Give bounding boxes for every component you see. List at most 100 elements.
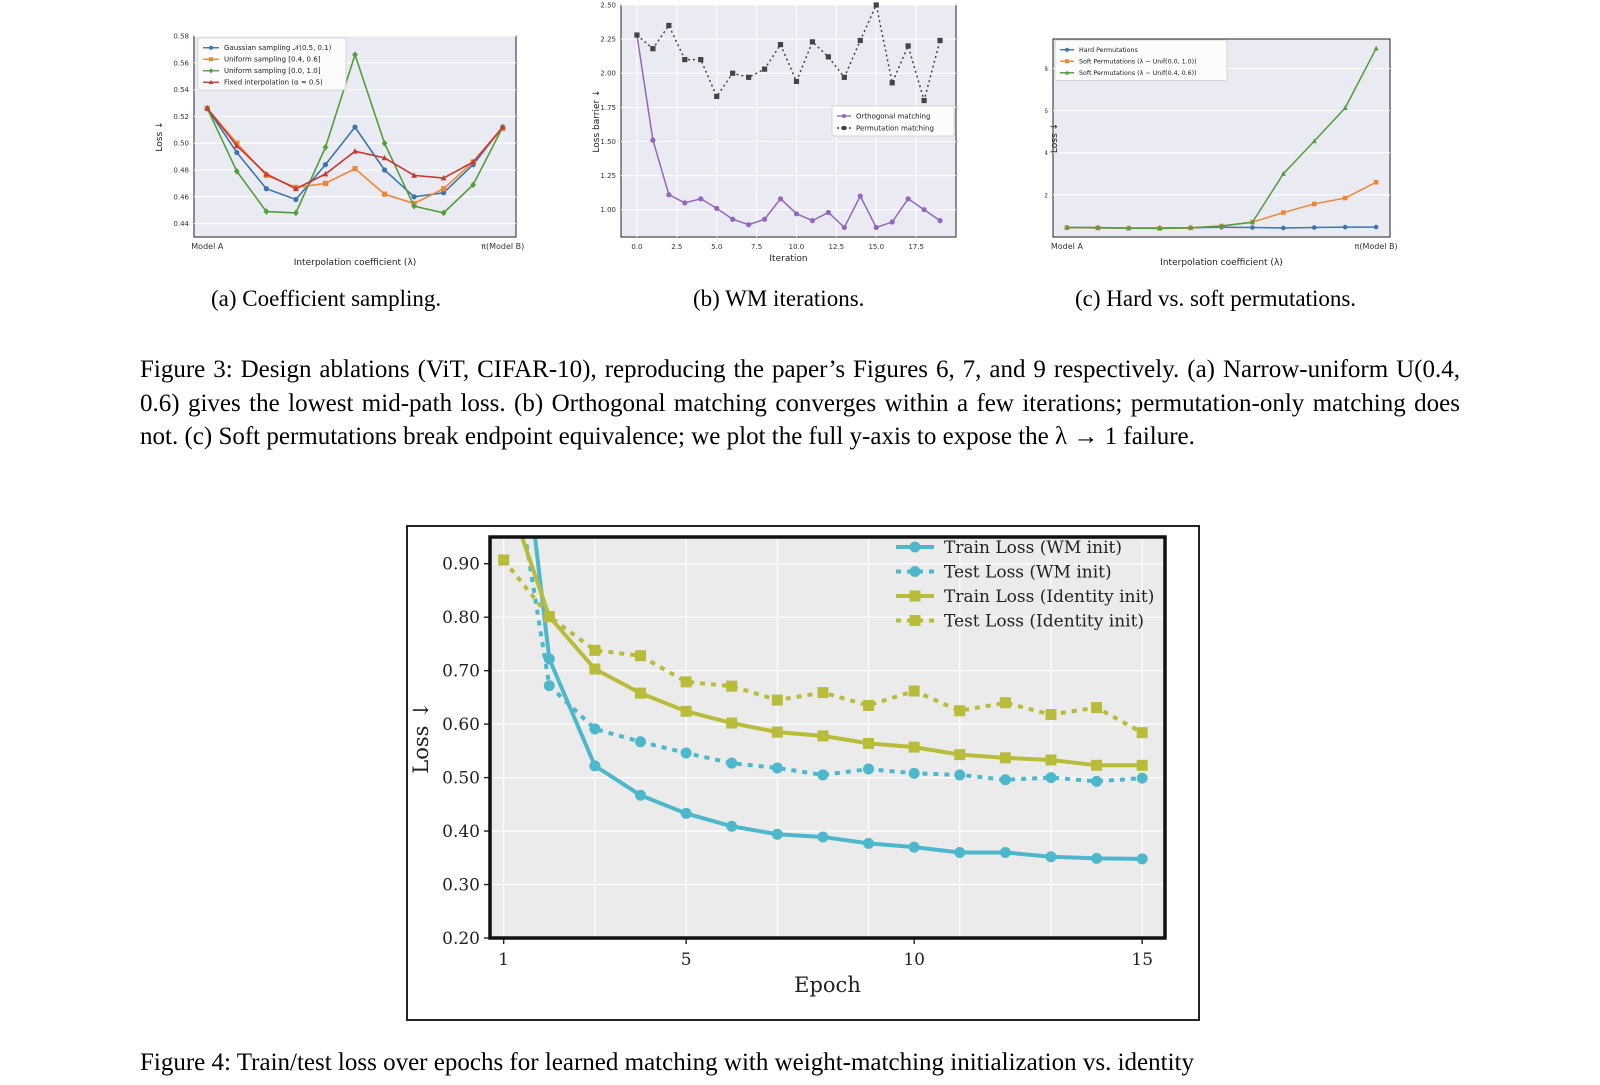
data-point [293, 209, 299, 217]
data-point [1311, 201, 1317, 207]
data-point [841, 224, 847, 231]
data-point [589, 760, 601, 772]
data-point [680, 747, 692, 759]
data-point [635, 687, 647, 699]
data-point [714, 205, 720, 211]
data-point [680, 705, 692, 717]
data-point [1311, 138, 1317, 144]
panel-a-subcaption: (a) Coefficient sampling. [211, 286, 442, 311]
data-point [1373, 45, 1379, 51]
figure-3-caption: Figure 3: Design ablations (ViT, CIFAR-1… [140, 356, 1460, 450]
data-point [1045, 709, 1057, 721]
data-point [322, 170, 329, 177]
data-point [746, 74, 752, 80]
data-point [841, 74, 847, 80]
legend-entry: Orthogonal matching [856, 112, 930, 120]
data-point [381, 191, 388, 197]
legend-entry: Test Loss (WM init) [944, 563, 1112, 583]
data-point [730, 216, 736, 222]
data-point [1157, 225, 1163, 231]
data-point [650, 137, 656, 143]
data-point [863, 699, 875, 711]
data-point [954, 705, 966, 717]
data-point [1095, 224, 1101, 230]
y-tick-label: 0.20 [442, 929, 480, 949]
data-point [726, 820, 738, 832]
data-point [233, 142, 240, 149]
y-tick-label: 0.46 [173, 193, 189, 201]
series-line [636, 34, 941, 229]
data-point [499, 124, 506, 130]
data-point [999, 846, 1011, 858]
x-tick-label: π(Model B) [1355, 242, 1398, 251]
y-tick-label: 2.25 [600, 36, 616, 44]
data-point [954, 846, 966, 858]
data-point [204, 105, 211, 111]
series-0 [634, 32, 943, 231]
data-point [352, 124, 358, 130]
data-point [937, 37, 943, 44]
data-point [680, 676, 692, 688]
y-tick-label: 0.60 [442, 715, 480, 735]
y-tick-label: 2.50 [600, 2, 616, 10]
x-tick-label: 10.0 [789, 243, 805, 251]
data-point [1342, 224, 1348, 230]
legend-marker [842, 126, 846, 130]
x-axis-label: Interpolation coefficient (λ) [294, 258, 417, 268]
x-axis-label: Epoch [794, 973, 861, 997]
data-point [873, 2, 879, 8]
data-point [1218, 223, 1225, 229]
data-point [863, 763, 875, 775]
data-point [771, 762, 783, 774]
legend-entry: Train Loss (Identity init) [944, 587, 1154, 607]
y-axis-label: Loss ↓ [1050, 123, 1060, 153]
series-3 [498, 554, 1148, 739]
data-point [1136, 759, 1148, 771]
legend-marker [909, 541, 921, 553]
data-point [761, 66, 768, 72]
legend-entry: Hard Permutations [1079, 47, 1138, 54]
data-point [730, 70, 736, 76]
data-point [470, 181, 477, 189]
series-1 [523, 537, 1148, 787]
x-tick-label: 15.0 [868, 243, 884, 251]
y-tick-label: 0.52 [173, 113, 189, 121]
data-point [411, 202, 417, 210]
y-tick-label: 0.50 [173, 140, 189, 148]
data-point [954, 769, 966, 781]
data-point [543, 680, 555, 692]
data-point [999, 752, 1011, 764]
y-tick-label: 0.40 [442, 822, 480, 842]
data-point [352, 51, 358, 59]
data-point [1249, 219, 1255, 225]
panel-c-chart: 2 4 6 8 Model A π(Model B) Interpolation coeff… [1045, 38, 1398, 268]
data-point [498, 554, 510, 566]
data-point [1136, 727, 1148, 739]
data-point [1280, 171, 1286, 176]
data-point [793, 78, 800, 85]
data-point [825, 54, 831, 60]
legend-marker [842, 114, 846, 118]
data-point [589, 644, 601, 656]
x-tick-label: 1 [498, 950, 509, 970]
x-axis-label: Interpolation coefficient (λ) [1160, 258, 1283, 268]
panel-b-subcaption: (b) WM iterations. [693, 286, 865, 311]
data-point [666, 192, 672, 198]
series-line [636, 2, 941, 104]
data-point [293, 196, 299, 203]
data-point [682, 200, 688, 206]
data-point [905, 196, 911, 202]
data-point [381, 167, 388, 173]
data-point [817, 730, 829, 742]
data-point [809, 39, 816, 45]
data-point [954, 749, 966, 761]
data-point [352, 148, 358, 154]
data-point [233, 167, 240, 175]
legend [197, 37, 347, 91]
y-tick-label: 0.80 [442, 608, 480, 628]
data-point [921, 97, 927, 104]
data-point [1250, 225, 1255, 230]
data-point [441, 186, 447, 192]
data-point [293, 185, 299, 192]
data-point [921, 207, 927, 213]
